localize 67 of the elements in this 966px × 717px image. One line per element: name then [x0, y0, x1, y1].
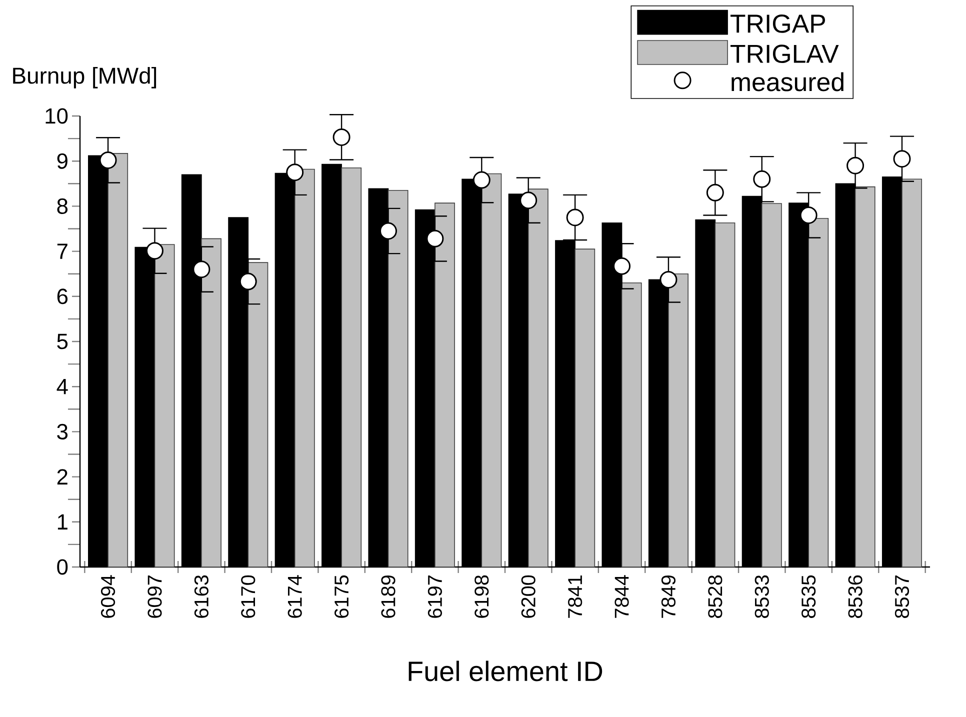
bar: [201, 238, 222, 568]
x-axis-title: Fuel element ID: [408, 660, 602, 682]
x-tick-label: 6200: [521, 575, 536, 618]
y-tick-label: 5: [57, 334, 68, 350]
point: [99, 151, 117, 169]
bar: [528, 188, 548, 568]
bar: [294, 168, 315, 568]
point: [239, 272, 257, 290]
point: [660, 270, 678, 288]
point: [426, 230, 444, 248]
point: [332, 128, 350, 146]
point: [146, 242, 164, 260]
bar: [248, 262, 268, 568]
bar: [108, 153, 128, 568]
point: [520, 192, 538, 210]
x-tick-label: 6198: [474, 575, 489, 618]
legend-label: TRIGLAV: [730, 44, 839, 64]
bar: [341, 167, 362, 568]
bar: [902, 178, 922, 568]
x-tick-label: 7844: [614, 575, 629, 618]
x-tick-label: 6163: [194, 575, 208, 618]
point: [893, 150, 911, 168]
point: [379, 222, 397, 240]
y-tick-label: 6: [57, 288, 68, 304]
x-tick-label: 8535: [802, 575, 816, 618]
point: [613, 257, 631, 275]
x-tick-label: 6097: [148, 576, 162, 618]
x-tick-label: 7849: [661, 575, 676, 618]
x-tick-label: 8537: [894, 576, 910, 618]
x-tick-label: 8533: [754, 575, 769, 618]
y-tick-label: 0: [57, 559, 68, 575]
x-tick-label: 6189: [381, 575, 396, 618]
point: [286, 164, 304, 182]
bar: [621, 282, 642, 568]
y-axis-title: Burnup [MWd]: [13, 66, 156, 88]
point: [472, 171, 490, 189]
point: [800, 206, 818, 224]
bar: [808, 218, 829, 568]
bar: [761, 203, 782, 568]
x-tick-label: 6170: [241, 575, 256, 618]
x-tick-label: 6094: [100, 575, 116, 618]
bar: [714, 222, 736, 568]
y-tick-label: 1: [58, 514, 68, 530]
legend-label: measured: [732, 72, 844, 92]
y-tick-label: 7: [57, 244, 68, 259]
x-tick-label: 7841: [568, 576, 582, 618]
x-tick-label: 6175: [334, 575, 349, 618]
legend-label: TRIGAP: [730, 14, 825, 33]
point: [566, 208, 584, 226]
bar: [574, 248, 596, 568]
x-tick-label: 8536: [848, 575, 862, 618]
bar: [434, 202, 455, 568]
y-tick-label: 9: [57, 153, 68, 169]
point: [192, 260, 210, 278]
bar: [854, 186, 876, 568]
bar: [481, 173, 502, 568]
y-tick-label: 10: [46, 108, 68, 124]
y-tick-label: 2: [57, 469, 68, 484]
y-tick-label: 3: [57, 424, 68, 440]
x-tick-label: 8528: [708, 575, 722, 618]
y-tick-label: 4: [56, 379, 68, 394]
bar: [668, 273, 688, 568]
bar: [154, 244, 175, 568]
x-tick-label: 6174: [288, 575, 302, 618]
bar: [388, 190, 408, 568]
y-tick-label: 8: [57, 198, 68, 214]
x-tick-label: 6197: [428, 576, 442, 618]
